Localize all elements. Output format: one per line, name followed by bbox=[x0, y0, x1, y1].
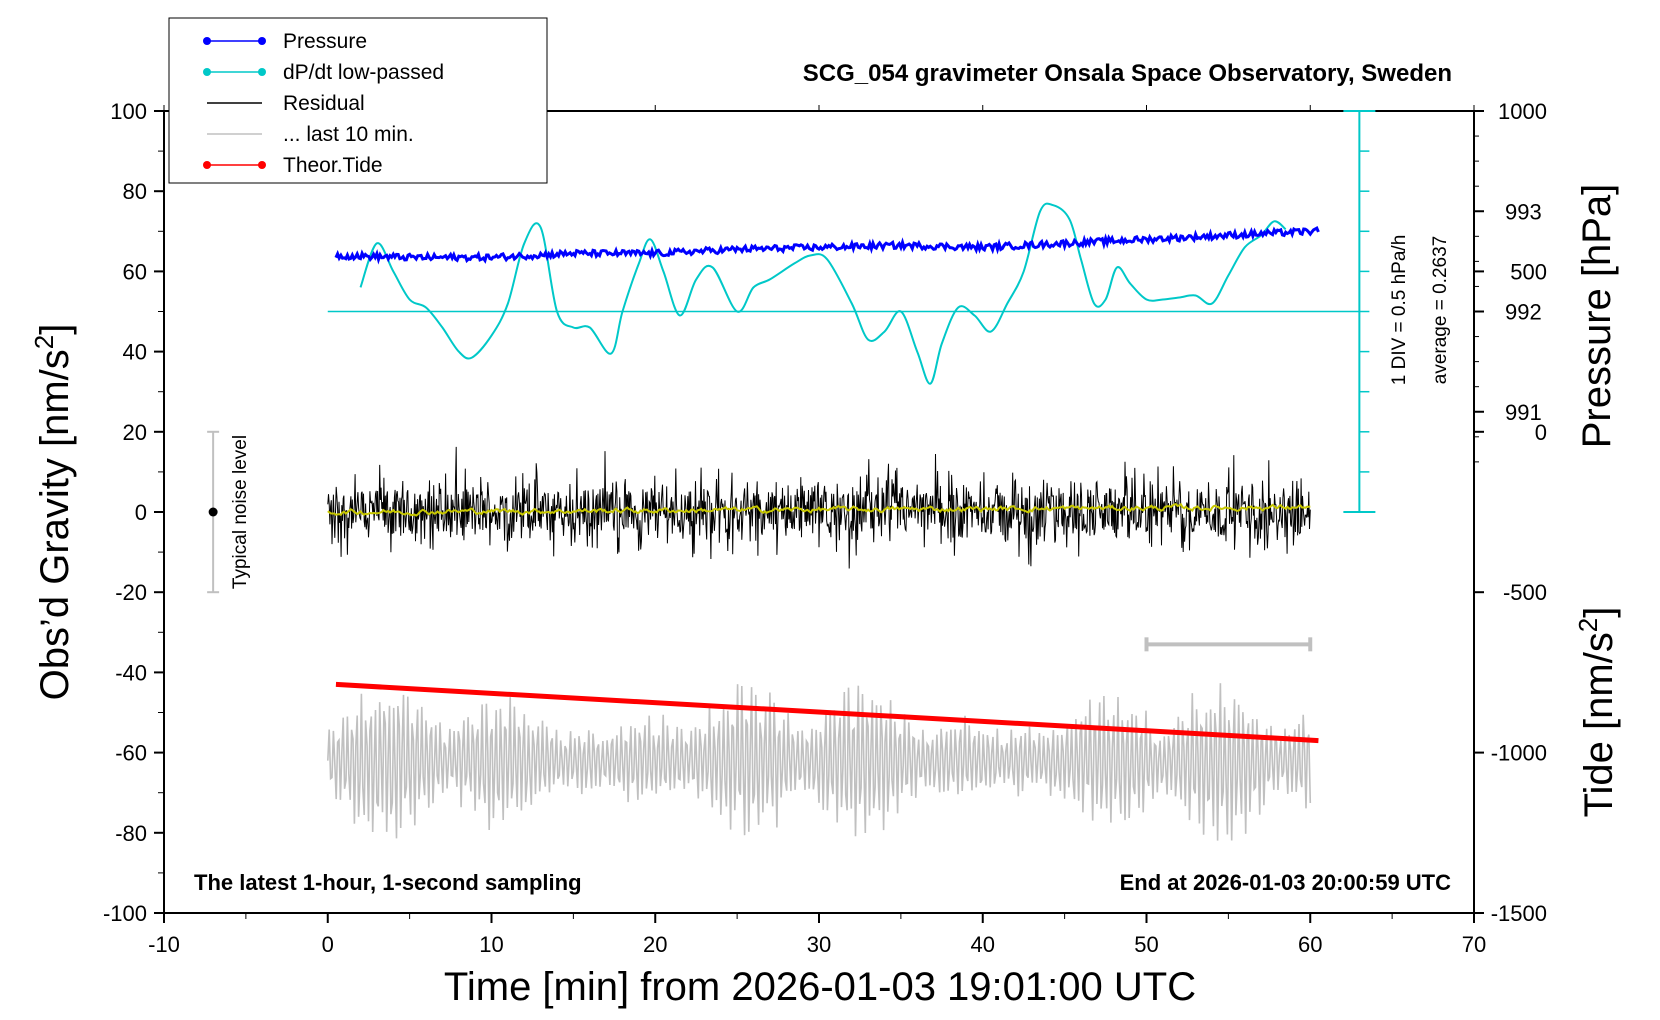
y-tick-label: 100 bbox=[110, 99, 147, 124]
tide-tick-label: -1500 bbox=[1491, 901, 1547, 926]
pressure-tick-label: 991 bbox=[1505, 400, 1542, 425]
annotations bbox=[207, 110, 1376, 652]
x-axis: -10 0 10 20 30 40 50 60 70 bbox=[148, 105, 1486, 957]
legend-label: Theor.Tide bbox=[283, 154, 383, 177]
legend-marker bbox=[258, 161, 266, 169]
tide-axis-label-end: ] bbox=[1577, 607, 1621, 618]
y-tick-label: 0 bbox=[135, 500, 147, 525]
series-layer bbox=[327, 202, 1360, 841]
tide-tick-label: -1000 bbox=[1491, 741, 1547, 766]
x-tick-label: -10 bbox=[148, 932, 180, 957]
pressure-line bbox=[334, 225, 1320, 265]
chart-title: SCG_054 gravimeter Onsala Space Observat… bbox=[803, 60, 1452, 87]
legend-marker bbox=[258, 37, 266, 45]
last-10-min-line bbox=[327, 683, 1312, 841]
legend-marker bbox=[258, 68, 266, 76]
y-axis-tide: 1000 500 0 -500 -1000 -1500 bbox=[1474, 99, 1547, 926]
legend-marker bbox=[203, 37, 211, 45]
y-tick-label: -80 bbox=[115, 821, 147, 846]
y-tick-label: -100 bbox=[103, 901, 147, 926]
residual-smoothed-line bbox=[327, 502, 1311, 517]
noise-level-label: Typical noise level bbox=[230, 435, 251, 589]
tide-axis-label-sup: 2 bbox=[1573, 618, 1603, 632]
pressure-axis-label: Pressure [hPa] bbox=[1575, 184, 1619, 449]
x-tick-label: 30 bbox=[807, 932, 831, 957]
y-tick-label: 20 bbox=[123, 420, 147, 445]
y-tick-label: 80 bbox=[123, 179, 147, 204]
theoretical-tide-line bbox=[335, 681, 1319, 744]
y-axis-pressure: 993 992 991 bbox=[1474, 135, 1542, 463]
y-axis-label-main: Obs’d Gravity [nm/s bbox=[33, 349, 77, 700]
y-axis-label-end: ] bbox=[33, 324, 77, 335]
y-tick-label: 40 bbox=[123, 340, 147, 365]
x-tick-label: 60 bbox=[1298, 932, 1322, 957]
dpdt-lowpassed-line bbox=[359, 202, 1287, 385]
pressure-tick-label: 992 bbox=[1505, 300, 1542, 325]
y-axis-label-sup: 2 bbox=[29, 335, 59, 349]
x-tick-label: 10 bbox=[479, 932, 503, 957]
legend-box bbox=[168, 17, 548, 184]
legend-marker bbox=[203, 68, 211, 76]
tide-tick-label: 1000 bbox=[1498, 99, 1547, 124]
y-axis-left: 100 80 60 40 20 0 -20 -40 -60 -80 -100 bbox=[103, 99, 164, 926]
legend-label: Residual bbox=[283, 92, 365, 115]
y-axis-label: Obs’d Gravity [nm/s2] bbox=[29, 324, 77, 701]
scale-div-label: 1 DIV = 0.5 hPa/h bbox=[1389, 235, 1410, 386]
tide-axis-label-main: Tide [nm/s bbox=[1577, 632, 1621, 817]
footer-left: The latest 1-hour, 1-second sampling bbox=[194, 870, 582, 895]
scale-average-label: average = 0.2637 bbox=[1430, 236, 1451, 384]
noise-bar-center bbox=[208, 507, 218, 517]
residual-line bbox=[327, 446, 1311, 569]
pressure-tick-label: 993 bbox=[1505, 199, 1542, 224]
y-tick-label: -60 bbox=[115, 741, 147, 766]
legend: Pressure dP/dt low-passed Residual ... last… bbox=[168, 17, 548, 184]
tide-tick-label: 0 bbox=[1535, 420, 1547, 445]
tide-tick-label: -500 bbox=[1503, 580, 1547, 605]
y-tick-label: -20 bbox=[115, 580, 147, 605]
x-tick-label: 70 bbox=[1462, 932, 1486, 957]
legend-marker bbox=[203, 161, 211, 169]
legend-label: ... last 10 min. bbox=[283, 123, 414, 146]
x-tick-label: 40 bbox=[971, 932, 995, 957]
tide-axis-label: Tide [nm/s2] bbox=[1573, 607, 1621, 818]
y-tick-label: 60 bbox=[123, 259, 147, 284]
y-tick-label: -40 bbox=[115, 660, 147, 685]
x-tick-label: 0 bbox=[322, 932, 334, 957]
x-tick-label: 50 bbox=[1134, 932, 1158, 957]
x-axis-label: Time [min] from 2026-01-03 19:01:00 UTC bbox=[444, 965, 1196, 1009]
legend-label: Pressure bbox=[283, 30, 367, 53]
legend-label: dP/dt low-passed bbox=[283, 61, 444, 84]
footer-right: End at 2026-01-03 20:00:59 UTC bbox=[1120, 870, 1451, 895]
x-tick-label: 20 bbox=[643, 932, 667, 957]
tide-tick-label: 500 bbox=[1510, 259, 1547, 284]
